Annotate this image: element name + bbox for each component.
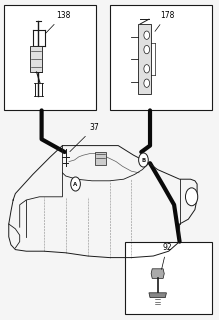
Circle shape (144, 65, 150, 73)
Bar (110, 5, 212, 110)
Circle shape (185, 188, 198, 206)
Bar (138, 24, 151, 94)
Text: 138: 138 (46, 11, 70, 33)
Circle shape (71, 177, 80, 191)
Text: 92: 92 (162, 243, 172, 269)
Circle shape (144, 45, 150, 54)
Polygon shape (151, 269, 164, 278)
Circle shape (144, 79, 150, 87)
Bar (95, 152, 106, 165)
Bar (4, 5, 96, 110)
Text: 37: 37 (70, 123, 100, 152)
Text: B: B (141, 157, 146, 163)
Text: 178: 178 (155, 11, 174, 31)
Text: A: A (73, 181, 78, 187)
Bar (125, 242, 212, 314)
Bar (30, 46, 42, 72)
Circle shape (144, 31, 150, 39)
Polygon shape (149, 293, 166, 298)
Circle shape (139, 153, 148, 167)
